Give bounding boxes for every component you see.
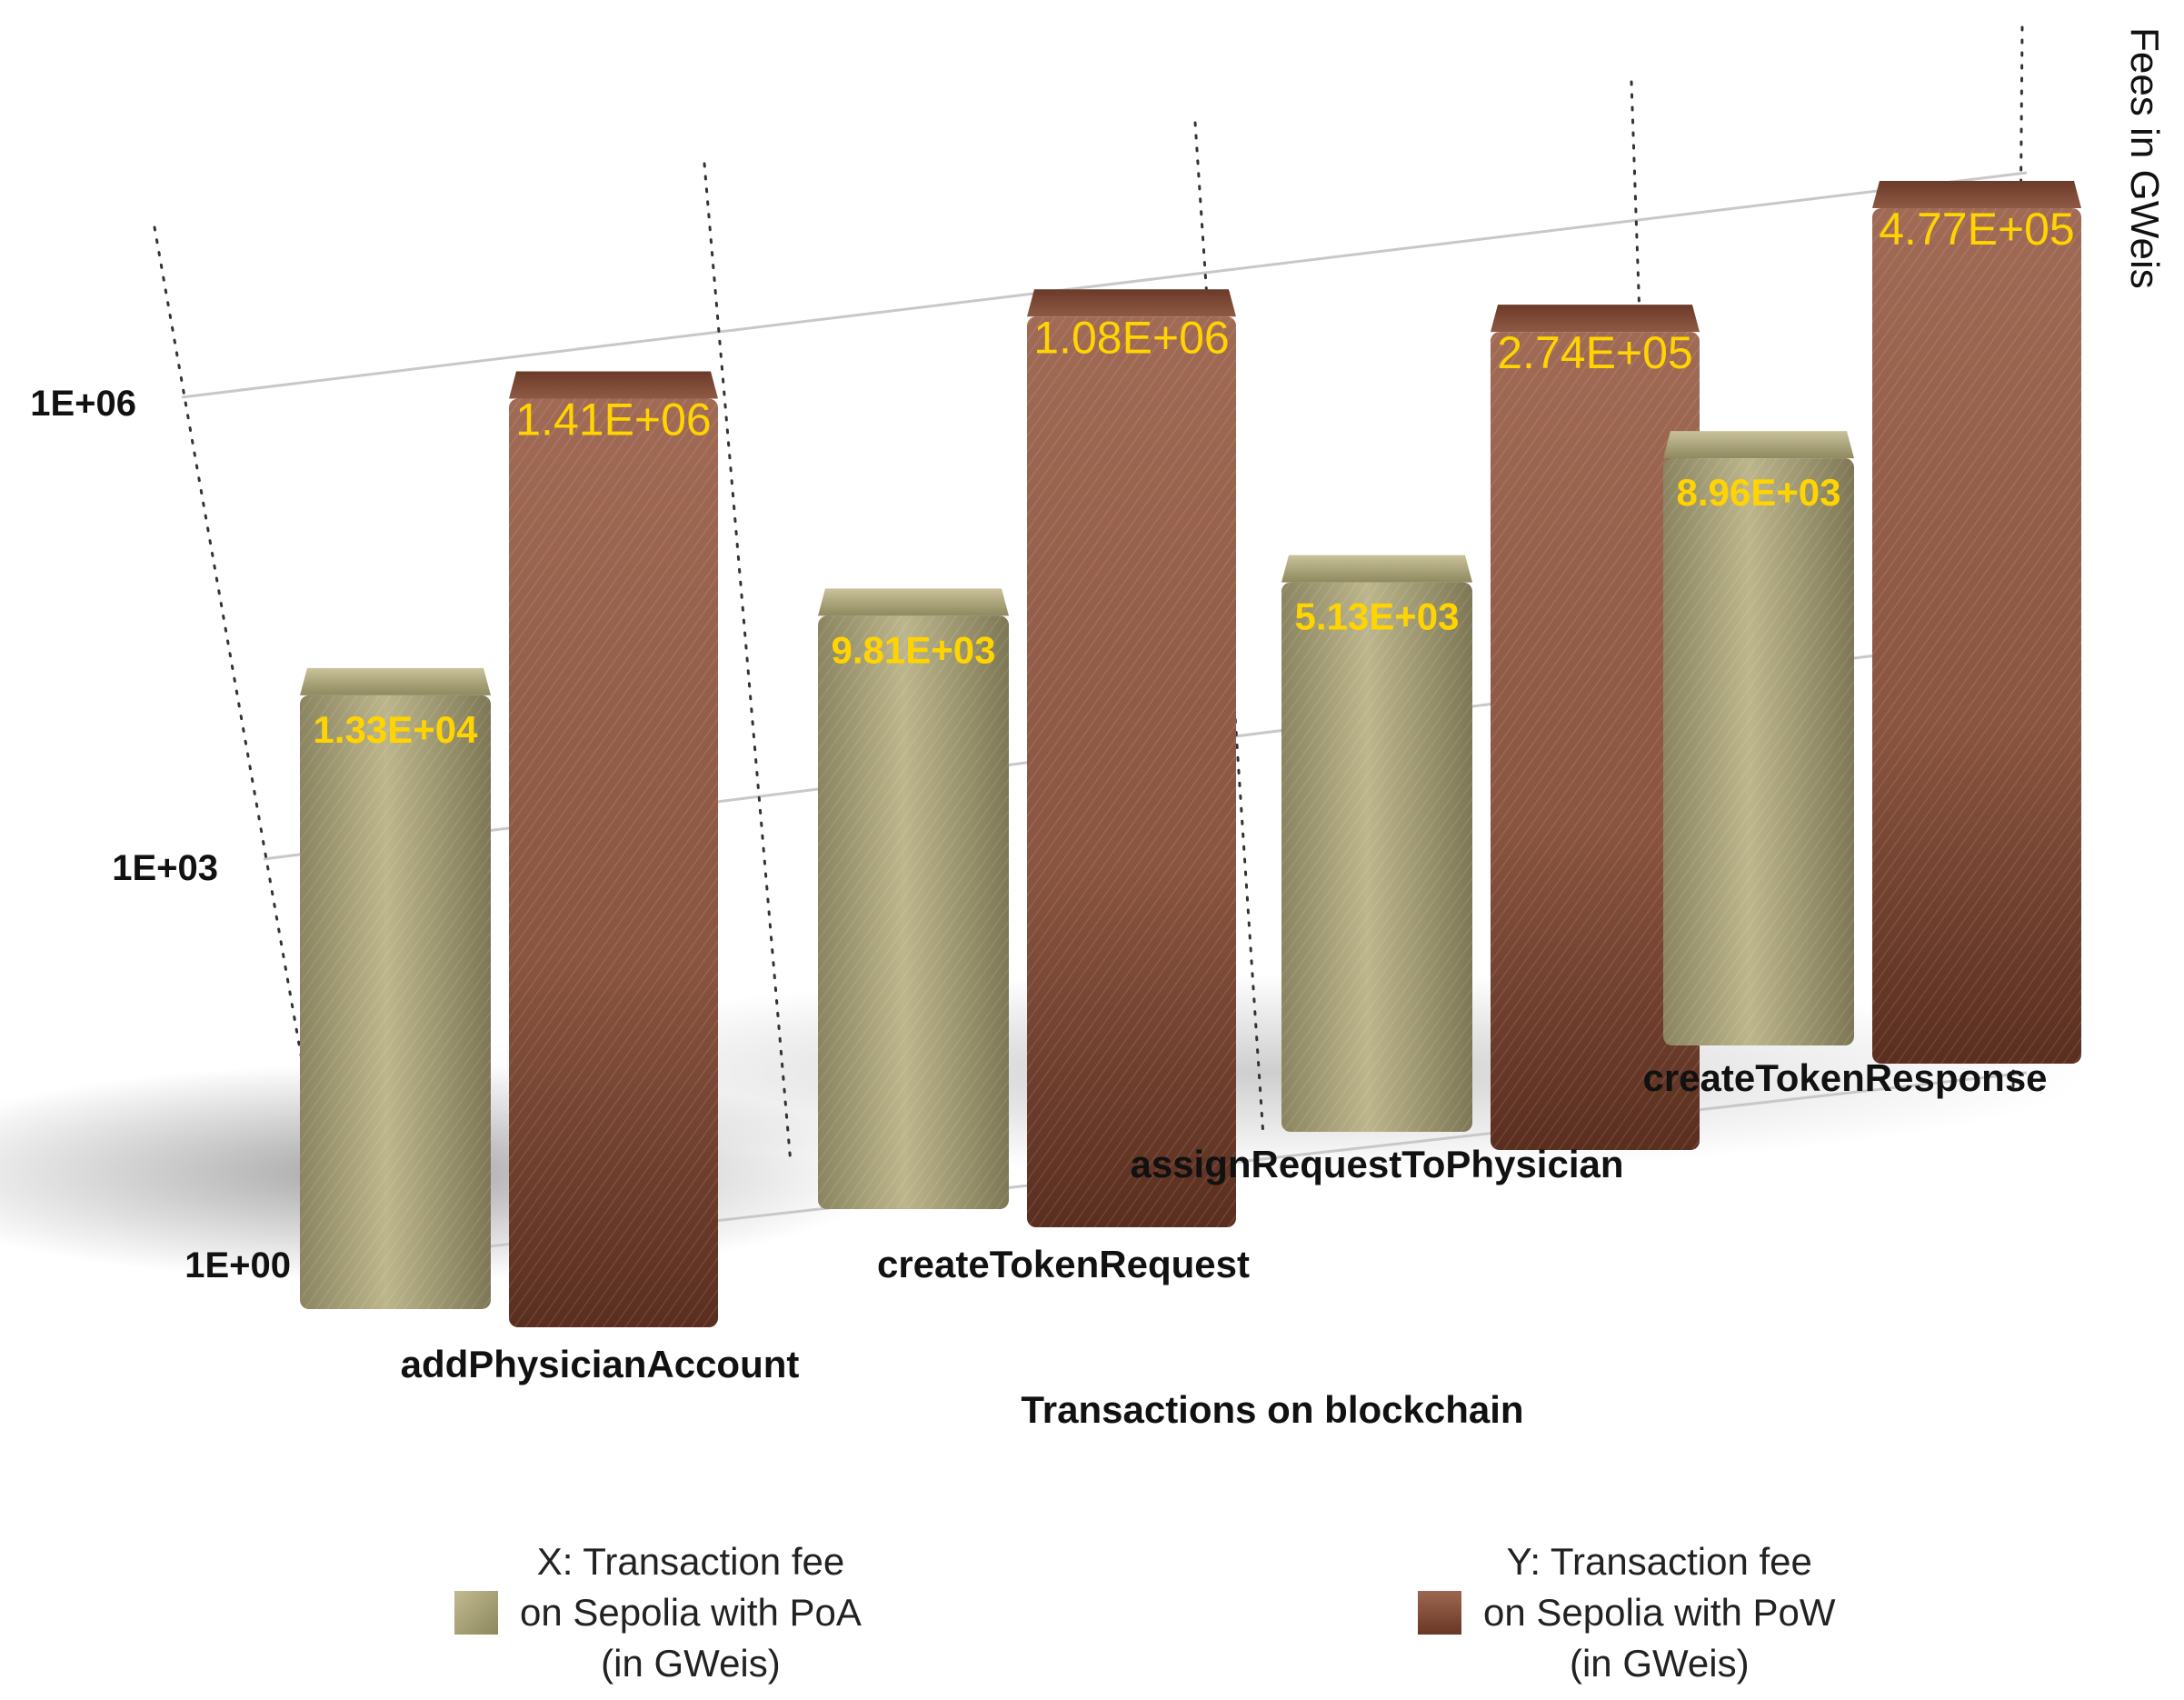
bar-x-0: 1.33E+04: [300, 667, 491, 1309]
bar-x-1-value-label: 9.81E+03: [831, 628, 995, 671]
bar-y-1-top: [1027, 289, 1236, 317]
bar-x-1: 9.81E+03: [818, 588, 1009, 1209]
bar-y-1-value-label: 1.08E+06: [1033, 312, 1229, 363]
y-tick-label: 1E+00: [184, 1245, 291, 1285]
x-axis-title: Transactions on blockchain: [1021, 1388, 1523, 1431]
category-label: createTokenResponse: [1642, 1056, 2047, 1099]
bar-x-3-value-label: 8.96E+03: [1676, 471, 1840, 514]
bar-x-2-value-label: 5.13E+03: [1294, 595, 1459, 638]
legend-label-x: X: Transaction fee on Sepolia with PoA (…: [520, 1540, 862, 1685]
y-tick-label: 1E+06: [30, 384, 136, 424]
bar-y-0-top: [509, 371, 718, 399]
bar-y-0-texture: [509, 398, 718, 1327]
bar-y-3-top: [1872, 180, 2081, 208]
y-axis-tick-labels: 1E+00 1E+03 1E+06: [30, 384, 291, 1285]
bars: 1.41E+06 1.33E+04 1.08E+06 9.81E+03 2.74E+05…: [300, 180, 2081, 1327]
legend-item-y: Y: Transaction fee on Sepolia with PoW (…: [1418, 1536, 1836, 1689]
legend-label-y: Y: Transaction fee on Sepolia with PoW (…: [1483, 1540, 1836, 1685]
bar-y-0-value-label: 1.41E+06: [515, 394, 711, 445]
bar-x-2-texture: [1281, 582, 1472, 1132]
legend-swatch-y: [1418, 1591, 1461, 1635]
bar-x-0-value-label: 1.33E+04: [313, 708, 478, 751]
category-label: assignRequestToPhysician: [1130, 1143, 1623, 1185]
bar-y-1-texture: [1027, 316, 1236, 1227]
y-axis-title: Fees in GWeis: [2122, 27, 2167, 289]
bar-y-3: 4.77E+05: [1872, 180, 2081, 1064]
bar-x-3: 8.96E+03: [1663, 431, 1854, 1045]
bar-y-0: 1.41E+06: [509, 371, 718, 1327]
y-tick-label: 1E+03: [112, 848, 218, 888]
bar-y-2-top: [1491, 305, 1700, 333]
bar-y-3-texture: [1872, 207, 2081, 1064]
gridline: [181, 171, 2028, 399]
bar-y-1: 1.08E+06: [1027, 289, 1236, 1227]
bar-y-2-texture: [1491, 332, 1700, 1150]
depth-guide-line: [703, 162, 793, 1165]
bar-x-2-top: [1281, 555, 1472, 583]
category-label: addPhysicianAccount: [401, 1343, 800, 1385]
bar-x-2: 5.13E+03: [1281, 555, 1472, 1132]
bar-x-0-texture: [300, 695, 491, 1309]
bar-y-2-value-label: 2.74E+05: [1497, 327, 1692, 378]
bar-x-3-top: [1663, 431, 1854, 459]
bar-x-1-top: [818, 588, 1009, 616]
category-label: createTokenRequest: [877, 1243, 1250, 1285]
legend-item-x: X: Transaction fee on Sepolia with PoA (…: [454, 1536, 862, 1689]
bar-x-0-top: [300, 667, 491, 695]
bar-y-2: 2.74E+05: [1491, 305, 1700, 1150]
category-labels: addPhysicianAccount createTokenRequest ass…: [401, 1056, 2048, 1385]
bar-x-3-texture: [1663, 458, 1854, 1045]
bar-y-3-value-label: 4.77E+05: [1879, 204, 2074, 255]
bar-x-1-texture: [818, 615, 1009, 1209]
legend-swatch-x: [454, 1591, 498, 1635]
